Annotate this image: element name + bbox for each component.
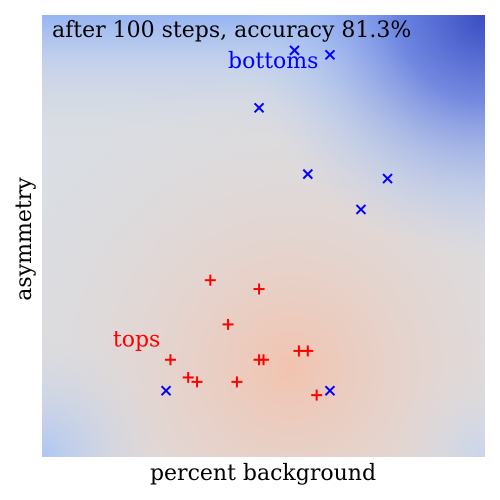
x-marker-0-3 [302,168,314,180]
annotations: bottoms tops [113,49,319,352]
plus-marker-1-2 [222,318,234,330]
x-marker-0-0 [289,45,300,56]
x-marker-0-5 [355,204,367,215]
x-marker-0-1 [324,49,336,60]
x-marker-0-2 [253,102,265,114]
x-marker-0-7 [324,385,336,396]
plus-marker-1-5 [258,354,269,366]
x-axis-label: percent background [150,461,376,486]
plus-marker-1-0 [204,274,216,286]
annotation-bottoms: bottoms [228,49,318,74]
chart-title: after 100 steps, accuracy 81.3% [52,18,411,43]
plus-marker-1-7 [302,345,314,357]
plus-marker-1-10 [231,376,243,388]
plus-marker-1-3 [164,354,176,366]
x-marker-0-6 [160,385,172,396]
plus-marker-1-11 [311,389,323,401]
plus-marker-1-8 [182,371,194,383]
plus-marker-1-9 [191,376,203,388]
data-marks [160,45,393,401]
x-marker-0-4 [382,173,393,184]
background-blue-bottom-right [42,15,485,457]
plus-marker-1-1 [253,283,265,295]
plot-area [42,15,485,457]
annotation-tops: tops [113,328,160,353]
y-axis-label: asymmetry [12,177,37,301]
